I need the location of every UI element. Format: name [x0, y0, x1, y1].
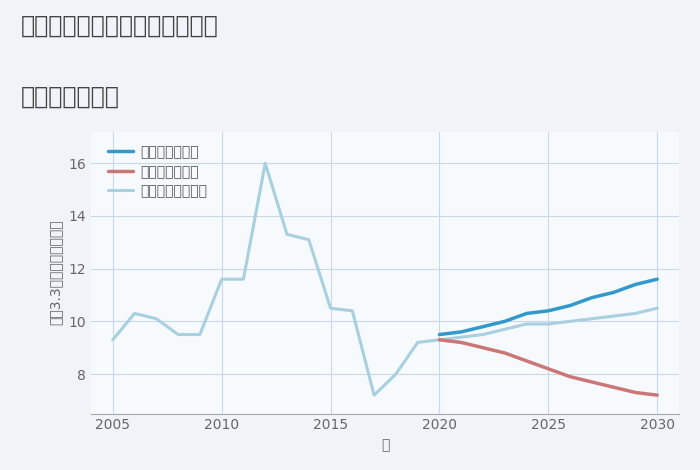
- Line: ノーマルシナリオ: ノーマルシナリオ: [113, 163, 657, 395]
- バッドシナリオ: [457, 340, 466, 345]
- ノーマルシナリオ: [239, 276, 248, 282]
- ノーマルシナリオ: [326, 306, 335, 311]
- バッドシナリオ: [631, 390, 640, 395]
- バッドシナリオ: [435, 337, 444, 343]
- ノーマルシナリオ: [566, 319, 574, 324]
- ノーマルシナリオ: [348, 308, 356, 313]
- グッドシナリオ: [566, 303, 574, 308]
- ノーマルシナリオ: [435, 337, 444, 343]
- ノーマルシナリオ: [196, 332, 204, 337]
- ノーマルシナリオ: [261, 160, 270, 166]
- バッドシナリオ: [566, 374, 574, 379]
- ノーマルシナリオ: [479, 332, 487, 337]
- グッドシナリオ: [588, 295, 596, 300]
- ノーマルシナリオ: [152, 316, 160, 321]
- ノーマルシナリオ: [174, 332, 182, 337]
- ノーマルシナリオ: [522, 321, 531, 327]
- グッドシナリオ: [435, 332, 444, 337]
- グッドシナリオ: [631, 282, 640, 287]
- ノーマルシナリオ: [304, 237, 313, 243]
- ノーマルシナリオ: [283, 232, 291, 237]
- Text: 三重県四日市市楠町北五味塚の: 三重県四日市市楠町北五味塚の: [21, 14, 218, 38]
- Line: グッドシナリオ: グッドシナリオ: [440, 279, 657, 335]
- ノーマルシナリオ: [544, 321, 552, 327]
- Line: バッドシナリオ: バッドシナリオ: [440, 340, 657, 395]
- バッドシナリオ: [522, 358, 531, 364]
- ノーマルシナリオ: [218, 276, 226, 282]
- グッドシナリオ: [479, 324, 487, 329]
- ノーマルシナリオ: [414, 340, 422, 345]
- グッドシナリオ: [522, 311, 531, 316]
- グッドシナリオ: [544, 308, 552, 313]
- ノーマルシナリオ: [130, 311, 139, 316]
- グッドシナリオ: [500, 319, 509, 324]
- ノーマルシナリオ: [588, 316, 596, 321]
- ノーマルシナリオ: [653, 306, 662, 311]
- X-axis label: 年: 年: [381, 438, 389, 452]
- バッドシナリオ: [610, 384, 618, 390]
- バッドシナリオ: [588, 379, 596, 385]
- バッドシナリオ: [544, 366, 552, 372]
- バッドシナリオ: [500, 350, 509, 356]
- Y-axis label: 平（3.3㎡）単価（万円）: 平（3.3㎡）単価（万円）: [49, 220, 63, 325]
- ノーマルシナリオ: [108, 337, 117, 343]
- Text: 土地の価格推移: 土地の価格推移: [21, 85, 120, 109]
- Legend: グッドシナリオ, バッドシナリオ, ノーマルシナリオ: グッドシナリオ, バッドシナリオ, ノーマルシナリオ: [104, 141, 211, 203]
- ノーマルシナリオ: [392, 371, 400, 377]
- ノーマルシナリオ: [610, 313, 618, 319]
- ノーマルシナリオ: [457, 334, 466, 340]
- グッドシナリオ: [653, 276, 662, 282]
- ノーマルシナリオ: [500, 327, 509, 332]
- ノーマルシナリオ: [631, 311, 640, 316]
- バッドシナリオ: [479, 345, 487, 351]
- ノーマルシナリオ: [370, 392, 378, 398]
- グッドシナリオ: [610, 290, 618, 295]
- グッドシナリオ: [457, 329, 466, 335]
- バッドシナリオ: [653, 392, 662, 398]
